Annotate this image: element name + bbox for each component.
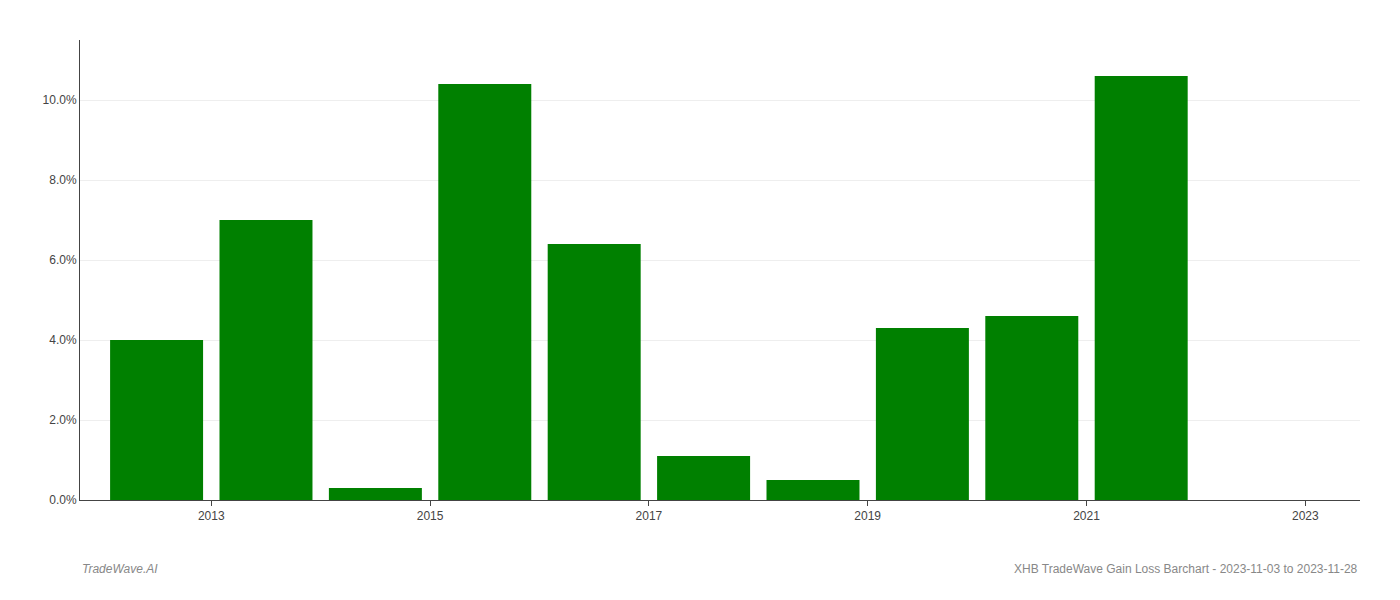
svg-text:0.0%: 0.0% (49, 493, 77, 507)
svg-text:10.0%: 10.0% (43, 93, 77, 107)
svg-text:4.0%: 4.0% (49, 333, 77, 347)
svg-text:2023: 2023 (1292, 509, 1319, 523)
svg-text:2017: 2017 (636, 509, 663, 523)
svg-text:2019: 2019 (854, 509, 881, 523)
svg-text:2013: 2013 (198, 509, 225, 523)
svg-text:TradeWave.AI: TradeWave.AI (82, 562, 158, 576)
svg-text:6.0%: 6.0% (49, 253, 77, 267)
svg-text:2.0%: 2.0% (49, 413, 77, 427)
svg-text:8.0%: 8.0% (49, 173, 77, 187)
svg-text:XHB TradeWave Gain Loss Barcha: XHB TradeWave Gain Loss Barchart - 2023-… (1014, 562, 1358, 576)
svg-text:2021: 2021 (1073, 509, 1100, 523)
svg-text:2015: 2015 (417, 509, 444, 523)
